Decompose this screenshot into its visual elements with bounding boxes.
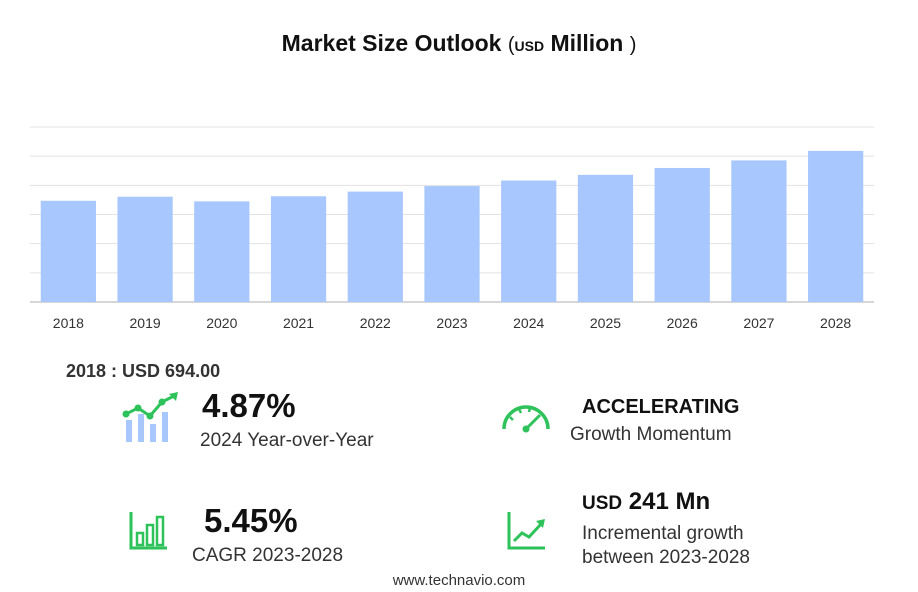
cagr-label: CAGR 2023-2028 <box>192 545 344 566</box>
momentum-label: Growth Momentum <box>570 424 732 445</box>
yoy-label: 2024 Year-over-Year <box>200 430 374 451</box>
incremental-value: USD 241 Mn <box>582 488 710 516</box>
x-tick-label: 2019 <box>130 315 161 331</box>
bar-2020 <box>194 201 250 302</box>
x-tick-label: 2021 <box>283 315 314 331</box>
incremental-label-2: between 2023-2028 <box>582 547 750 568</box>
cagr-value: 5.45% <box>204 502 298 539</box>
x-tick-label: 2023 <box>436 315 467 331</box>
title-unit: USD <box>514 38 545 54</box>
baseline-value: 2018 : USD 694.00 <box>66 361 221 381</box>
bar-2025 <box>577 174 634 302</box>
bar-2018 <box>40 200 96 302</box>
incremental-amount: 241 Mn <box>628 488 711 515</box>
x-tick-label: 2024 <box>513 315 544 331</box>
line-growth-icon <box>507 512 545 550</box>
chart-title: Market Size Outlook (USD Million ) <box>0 30 918 57</box>
momentum-value: ACCELERATING <box>582 396 740 418</box>
title-main: Market Size Outlook <box>281 30 502 56</box>
title-close-paren: ) <box>629 34 637 56</box>
x-tick-label: 2022 <box>360 315 391 331</box>
title-open-paren: ( <box>507 34 515 56</box>
bar-chart-icon <box>129 512 167 550</box>
bar-2027 <box>731 160 787 302</box>
x-tick-label: 2020 <box>206 315 237 331</box>
bar-2019 <box>117 196 173 302</box>
speedometer-icon <box>502 405 550 433</box>
x-tick-label: 2028 <box>820 315 851 331</box>
x-tick-label: 2025 <box>590 315 621 331</box>
incremental-currency: USD <box>582 493 623 514</box>
title-million: Million <box>550 30 624 56</box>
bar-2021 <box>270 196 327 302</box>
bar-2022 <box>347 191 403 302</box>
x-tick-label: 2027 <box>743 315 774 331</box>
x-tick-label: 2018 <box>53 315 84 331</box>
bar-2023 <box>424 186 480 302</box>
incremental-label-1: Incremental growth <box>582 523 744 544</box>
bar-chart: 2018 2019 2020 2021 2022 2023 2024 2025 2026 2027… <box>30 126 874 331</box>
source-url: www.technavio.com <box>392 572 526 589</box>
bar-2024 <box>501 180 557 302</box>
bar-2028 <box>808 150 864 302</box>
bar-trend-icon <box>122 392 178 442</box>
yoy-value: 4.87% <box>202 387 296 424</box>
x-tick-label: 2026 <box>667 315 698 331</box>
bar-2026 <box>654 167 710 302</box>
